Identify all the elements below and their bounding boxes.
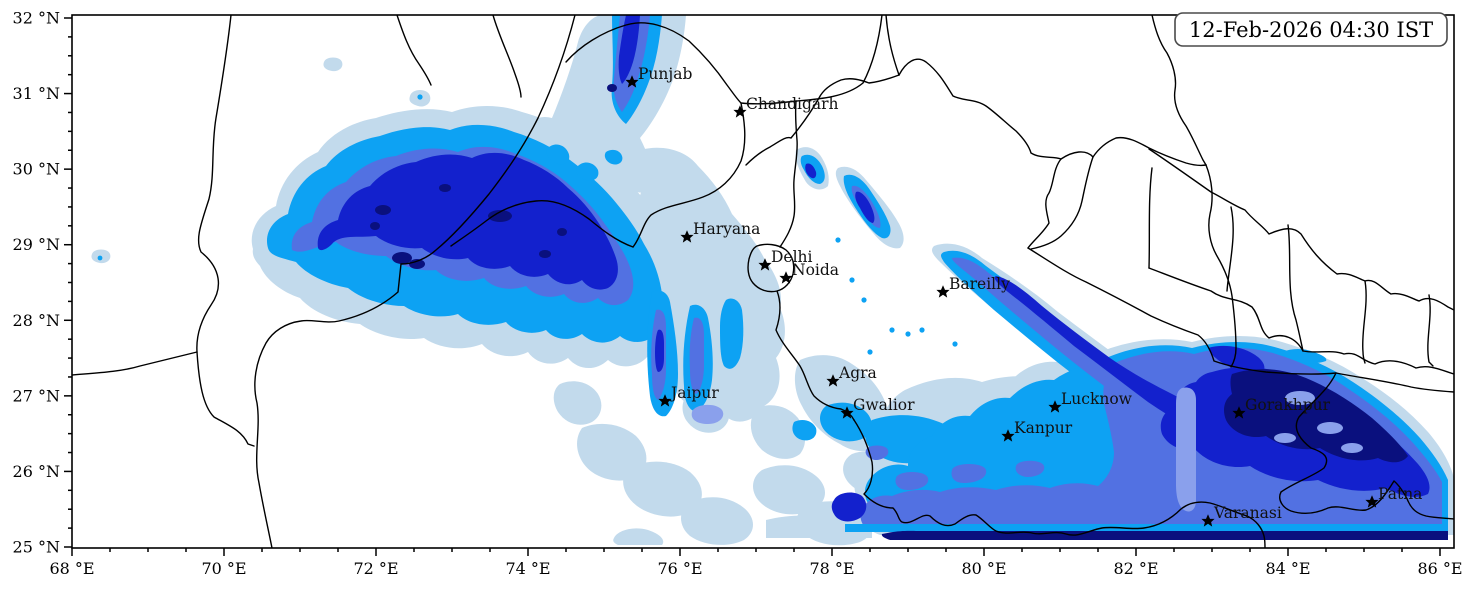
city-label: Noida (792, 261, 839, 279)
city-markers: Punjab Chandigarh Haryana Delhi Noida Ba… (625, 65, 1422, 527)
city-marker-delhi: Delhi (758, 248, 813, 271)
tick-label: 86 °E (1417, 559, 1462, 578)
city-label: Patna (1378, 485, 1422, 503)
city-label: Lucknow (1061, 390, 1133, 408)
city-label: Kanpur (1014, 419, 1073, 437)
city-marker-haryana: Haryana (680, 220, 760, 243)
city-label: Gorakhpur (1245, 396, 1331, 414)
city-label: Delhi (771, 248, 813, 266)
axis-tick-labels: 68 °E 70 °E 72 °E 74 °E 76 °E 78 °E 80 °E 82 °E… (13, 9, 1463, 579)
tick-label: 28 °N (13, 311, 60, 330)
tick-label: 72 °E (353, 559, 398, 578)
city-label: Haryana (693, 220, 760, 238)
tick-label: 76 °E (657, 559, 702, 578)
timestamp-box: 12-Feb-2026 04:30 IST (1174, 12, 1448, 47)
tick-label: 70 °E (201, 559, 246, 578)
tick-label: 82 °E (1113, 559, 1158, 578)
city-marker-gorakhpur: Gorakhpur (1232, 396, 1331, 419)
tick-label: 30 °N (13, 160, 60, 179)
tick-label: 80 °E (961, 559, 1006, 578)
fog-layer-patches-east (1176, 387, 1363, 512)
city-marker-varanasi: Varanasi (1201, 504, 1282, 527)
axis-ticks (64, 17, 1441, 556)
city-label: Jaipur (669, 384, 719, 402)
tick-label: 32 °N (13, 9, 60, 28)
city-label: Chandigarh (746, 95, 839, 113)
city-label: Agra (838, 364, 877, 382)
city-label: Varanasi (1213, 504, 1282, 522)
city-marker-chandigarh: Chandigarh (733, 95, 839, 118)
city-marker-jaipur: Jaipur (658, 384, 719, 407)
city-marker-agra: Agra (826, 364, 877, 387)
city-marker-bareilly: Bareilly (936, 275, 1010, 298)
tick-label: 25 °N (13, 537, 60, 556)
tick-label: 74 °E (505, 559, 550, 578)
fog-layer-very-dense (370, 84, 1408, 463)
tick-label: 84 °E (1265, 559, 1310, 578)
city-label: Gwalior (853, 396, 915, 414)
city-marker-lucknow: Lucknow (1048, 390, 1133, 413)
tick-label: 78 °E (809, 559, 854, 578)
tick-label: 29 °N (13, 235, 60, 254)
tick-label: 26 °N (13, 462, 60, 481)
city-marker-punjab: Punjab (625, 65, 692, 88)
city-marker-kanpur: Kanpur (1001, 419, 1073, 442)
timestamp-text: 12-Feb-2026 04:30 IST (1189, 18, 1433, 42)
fog-bottom-stripes (845, 524, 1448, 540)
city-label: Punjab (638, 65, 692, 83)
state-boundaries (72, 15, 1454, 548)
city-marker-patna: Patna (1365, 485, 1422, 508)
city-marker-noida: Noida (779, 261, 839, 284)
tick-label: 68 °E (49, 559, 94, 578)
city-marker-gwalior: Gwalior (840, 396, 915, 419)
city-label: Bareilly (949, 275, 1010, 293)
plot-frame (71, 14, 1455, 549)
tick-label: 27 °N (13, 386, 60, 405)
tick-label: 31 °N (13, 84, 60, 103)
fog-contours (91, 15, 1454, 546)
